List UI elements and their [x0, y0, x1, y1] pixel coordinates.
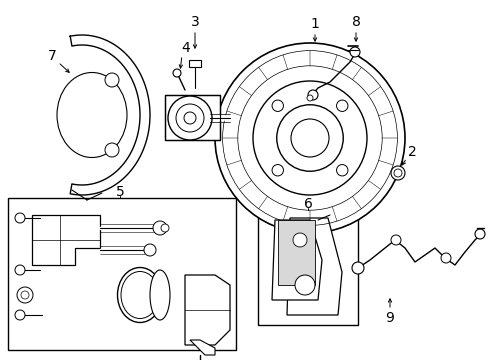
Polygon shape — [286, 218, 341, 315]
Text: 6: 6 — [303, 197, 312, 211]
Text: 4: 4 — [181, 41, 190, 55]
Circle shape — [393, 169, 401, 177]
Circle shape — [21, 291, 29, 299]
Circle shape — [153, 221, 167, 235]
Circle shape — [292, 233, 306, 247]
Circle shape — [306, 95, 312, 101]
Circle shape — [294, 275, 314, 295]
Bar — [8, 198, 236, 350]
Circle shape — [390, 235, 400, 245]
Circle shape — [168, 96, 212, 140]
Circle shape — [173, 69, 181, 77]
Circle shape — [161, 224, 169, 232]
Text: 1: 1 — [310, 17, 319, 31]
Polygon shape — [32, 215, 100, 265]
Circle shape — [336, 165, 347, 176]
Circle shape — [349, 47, 359, 57]
Ellipse shape — [57, 72, 127, 158]
Circle shape — [15, 213, 25, 223]
Circle shape — [183, 112, 196, 124]
Text: 9: 9 — [385, 311, 394, 325]
Polygon shape — [164, 95, 220, 140]
Circle shape — [440, 253, 450, 263]
Circle shape — [215, 43, 404, 233]
Circle shape — [105, 143, 119, 157]
Circle shape — [271, 100, 283, 112]
Polygon shape — [278, 220, 314, 285]
Text: 3: 3 — [190, 15, 199, 29]
Text: 2: 2 — [407, 145, 415, 159]
Polygon shape — [271, 220, 321, 300]
Circle shape — [15, 265, 25, 275]
Circle shape — [336, 100, 347, 112]
Circle shape — [307, 90, 317, 100]
Circle shape — [390, 166, 404, 180]
Circle shape — [351, 262, 363, 274]
Polygon shape — [70, 35, 150, 195]
Ellipse shape — [117, 267, 162, 323]
Polygon shape — [184, 275, 229, 345]
Circle shape — [143, 244, 156, 256]
Circle shape — [15, 310, 25, 320]
Circle shape — [17, 287, 33, 303]
Text: 5: 5 — [115, 185, 124, 199]
Text: 8: 8 — [351, 15, 360, 29]
Circle shape — [105, 73, 119, 87]
Circle shape — [271, 165, 283, 176]
Polygon shape — [189, 60, 201, 67]
Circle shape — [176, 104, 203, 132]
Bar — [258, 210, 357, 325]
Text: 7: 7 — [47, 49, 56, 63]
Polygon shape — [190, 340, 215, 355]
Ellipse shape — [150, 270, 170, 320]
Circle shape — [474, 229, 484, 239]
Ellipse shape — [121, 271, 159, 319]
